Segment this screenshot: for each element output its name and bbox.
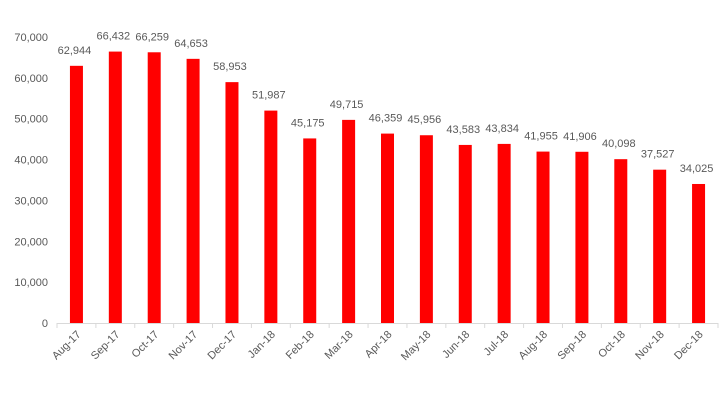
bar <box>381 133 394 323</box>
x-tick-label: Nov-18 <box>633 329 667 363</box>
bar <box>342 119 356 323</box>
bar <box>692 183 706 323</box>
y-tick-label: 70,000 <box>14 32 48 44</box>
bar <box>108 51 122 324</box>
data-label: 58,953 <box>213 61 247 73</box>
x-tick-label: Feb-18 <box>284 329 317 362</box>
y-tick-label: 40,000 <box>14 155 48 167</box>
x-tick-label: Aug-18 <box>517 329 551 363</box>
bar <box>653 169 667 323</box>
x-tick-label: Dec-18 <box>672 329 706 363</box>
data-label: 45,956 <box>408 114 442 126</box>
x-tick-label: Mar-18 <box>323 329 356 362</box>
y-tick-label: 0 <box>42 318 48 330</box>
bar <box>186 58 200 323</box>
bar-series <box>69 51 706 324</box>
bar <box>303 138 317 323</box>
x-tick-label: Apr-18 <box>363 329 395 361</box>
bar <box>458 144 472 323</box>
data-label: 34,025 <box>680 163 714 175</box>
data-label: 37,527 <box>641 149 675 161</box>
y-tick-label: 50,000 <box>14 114 48 126</box>
data-label: 66,259 <box>135 31 169 43</box>
x-tick-label: Jan-18 <box>246 329 278 361</box>
x-tick-label: Oct-17 <box>129 329 161 361</box>
data-label: 43,583 <box>446 124 480 136</box>
bar <box>264 110 278 323</box>
bar <box>69 65 83 323</box>
x-tick-label: Sep-18 <box>555 329 589 363</box>
bar <box>147 52 161 323</box>
bar <box>536 151 550 323</box>
x-tick-label: Sep-17 <box>89 329 123 363</box>
data-labels: 62,944 66,432 66,259 64,653 58,953 51,987 45,1… <box>58 31 714 175</box>
data-label: 49,715 <box>330 99 364 111</box>
y-tick-label: 60,000 <box>14 73 48 85</box>
data-label: 62,944 <box>58 45 92 57</box>
data-label: 46,359 <box>369 113 403 125</box>
data-label: 41,906 <box>563 131 597 143</box>
x-tick-label: May-18 <box>399 329 433 363</box>
bar <box>575 151 589 323</box>
y-tick-label: 20,000 <box>14 236 48 248</box>
data-label: 64,653 <box>174 38 208 50</box>
bar <box>419 135 433 323</box>
data-label: 66,432 <box>96 31 130 43</box>
bar <box>614 159 628 323</box>
x-tick-label: Aug-17 <box>50 329 84 363</box>
data-label: 40,098 <box>602 138 636 150</box>
bar <box>225 82 239 323</box>
y-tick-label: 30,000 <box>14 195 48 207</box>
x-tick-label: Oct-18 <box>596 329 628 361</box>
y-tick-label: 10,000 <box>14 277 48 289</box>
x-tick-label: Jun-18 <box>440 329 472 361</box>
data-label: 51,987 <box>252 90 286 102</box>
x-axis: Aug-17 Sep-17 Oct-17 Nov-17 Dec-17 Jan-18 Feb-… <box>50 323 719 363</box>
bar <box>497 143 511 323</box>
x-tick-label: Nov-17 <box>167 329 201 363</box>
data-label: 43,834 <box>485 123 519 135</box>
data-label: 41,955 <box>524 131 558 143</box>
data-label: 45,175 <box>291 117 325 129</box>
x-tick-label: Jul-18 <box>482 329 512 359</box>
x-tick-label: Dec-17 <box>206 329 240 363</box>
y-axis: 0 10,000 20,000 30,000 40,000 50,000 60,000 70,… <box>14 32 48 330</box>
